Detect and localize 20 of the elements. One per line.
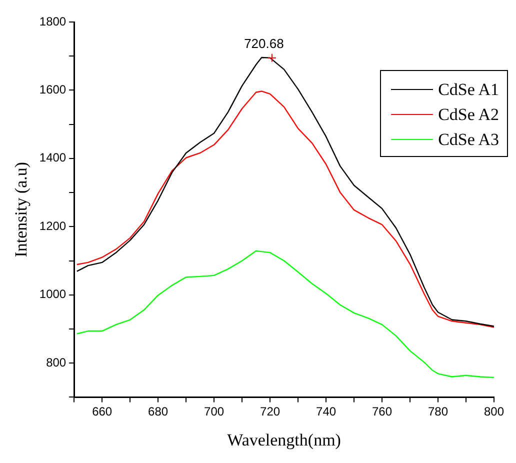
y-axis-title: Intensity (a.u): [12, 162, 31, 258]
legend-label: CdSe A3: [438, 130, 499, 150]
x-tick-label: 800: [484, 404, 504, 419]
x-axis-title: Wavelength(nm): [227, 430, 341, 450]
y-tick-label: 1800: [39, 14, 66, 28]
y-tick-label: 1400: [39, 150, 66, 165]
y-tick-label: 1200: [39, 218, 66, 233]
x-tick-label: 780: [428, 404, 448, 419]
y-tick-label: 1000: [39, 287, 66, 302]
x-tick-label: 760: [372, 404, 392, 419]
x-tick-label: 680: [148, 404, 168, 419]
annotation: 720.68: [244, 36, 284, 51]
y-tick-label: 1600: [39, 82, 66, 97]
x-tick-label: 660: [92, 404, 112, 419]
x-tick-label: 700: [204, 404, 224, 419]
y-tick-label: 800: [46, 355, 66, 370]
x-tick-label: 740: [316, 404, 336, 419]
x-tick-label: 720: [260, 404, 280, 419]
legend-label: CdSe A2: [438, 104, 499, 124]
legend-label: CdSe A1: [438, 80, 499, 100]
